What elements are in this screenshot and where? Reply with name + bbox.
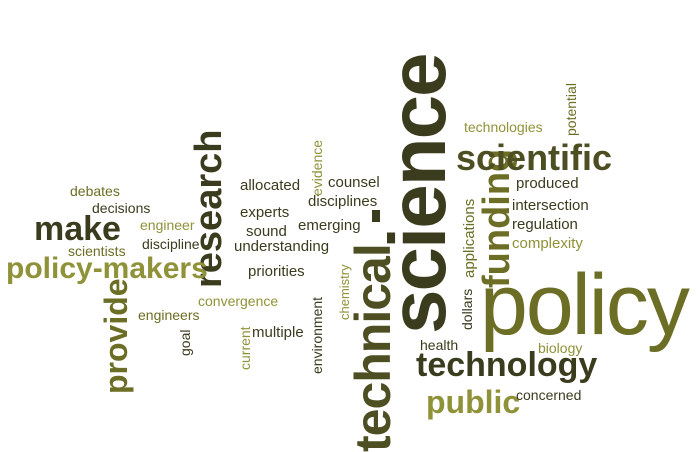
word-disciplines: disciplines [308, 193, 378, 210]
word-convergence: convergence [198, 293, 279, 309]
word-public: public [426, 384, 521, 420]
word-technical: technical [345, 244, 401, 452]
word-engineers: engineers [138, 307, 200, 323]
word-experts: experts [240, 204, 290, 221]
word-produced: produced [516, 175, 579, 192]
word-priorities: priorities [248, 263, 305, 280]
word-debates: debates [70, 183, 120, 199]
word-decisions: decisions [92, 200, 151, 216]
word-multiple: multiple [252, 324, 304, 341]
word-make: make [34, 210, 121, 248]
word-evidence: evidence [309, 139, 325, 196]
word-technologies: technologies [464, 119, 543, 135]
word-discipline: discipline [142, 236, 200, 252]
word-sound: sound [246, 223, 287, 240]
word-technology: technology [416, 346, 598, 384]
word-scientific: scientific [456, 137, 613, 178]
word-chemistry: chemistry [337, 264, 352, 320]
word-complexity: complexity [512, 235, 583, 252]
word-biology: biology [538, 340, 583, 356]
dot-mark [372, 210, 380, 222]
word-emerging: emerging [298, 217, 361, 234]
word-engineer: engineer [140, 217, 195, 233]
word-counsel: counsel [328, 174, 380, 191]
word-understanding: understanding [234, 238, 330, 255]
word-allocated: allocated [240, 177, 301, 194]
word-regulation: regulation [512, 216, 578, 233]
word-dollars: dollars [459, 288, 475, 330]
word-goal: goal [177, 329, 193, 356]
word-concerned: concerned [516, 387, 582, 403]
word-health: health [420, 337, 459, 353]
word-provide: provide [98, 278, 134, 394]
word-environment: environment [309, 296, 325, 374]
word-current: current [237, 326, 253, 370]
word-applications: applications [461, 198, 478, 278]
word-scientists: scientists [68, 243, 126, 259]
word-intersection: intersection [512, 197, 589, 214]
word-policy: policy [480, 257, 690, 353]
word-potential: potential [563, 83, 579, 136]
word-policy-makers: policy-makers [6, 252, 208, 285]
